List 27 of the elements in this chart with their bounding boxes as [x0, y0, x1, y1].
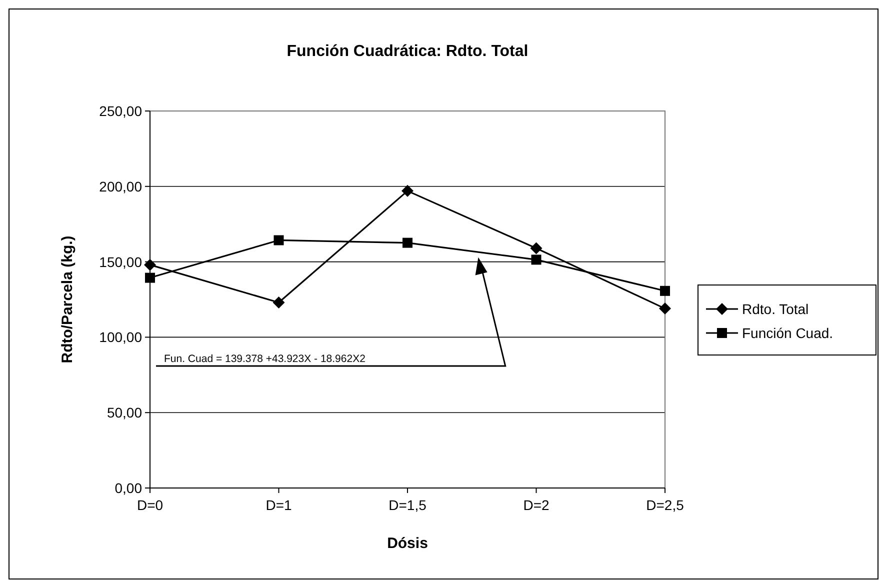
- annotation: Fun. Cuad = 139.378 +43.923X - 18.962X2: [164, 353, 366, 365]
- legend-label: Rdto. Total: [742, 301, 809, 317]
- x-tick-label: D=2,5: [646, 497, 684, 513]
- point: [274, 235, 284, 246]
- point: [144, 258, 156, 271]
- point: [272, 296, 285, 309]
- point: [402, 238, 412, 248]
- chart-title: Función Cuadrática: Rdto. Total: [286, 43, 528, 60]
- x-tick-label: D=2: [523, 497, 550, 513]
- x-axis-title: Dósis: [387, 535, 428, 552]
- point: [145, 272, 155, 283]
- y-tick-label: 100,00: [99, 329, 142, 346]
- legend-label: Función Cuad.: [742, 325, 834, 341]
- y-tick-label: 50,00: [106, 404, 142, 421]
- x-tick-label: D=0: [136, 497, 164, 513]
- point: [660, 286, 670, 296]
- y-tick-label: 0,00: [114, 480, 142, 496]
- point: [530, 242, 542, 254]
- y-tick-label: 250,00: [99, 103, 142, 119]
- x-tick-label: D=1,5: [388, 497, 427, 513]
- point: [659, 302, 671, 315]
- point: [402, 184, 414, 197]
- y-axis-title: Rdto/Parcela (kg.): [59, 236, 76, 364]
- x-tick-label: D=1: [266, 497, 292, 513]
- y-tick-label: 150,00: [99, 254, 142, 270]
- y-tick-label: 200,00: [99, 178, 142, 194]
- point: [531, 254, 542, 265]
